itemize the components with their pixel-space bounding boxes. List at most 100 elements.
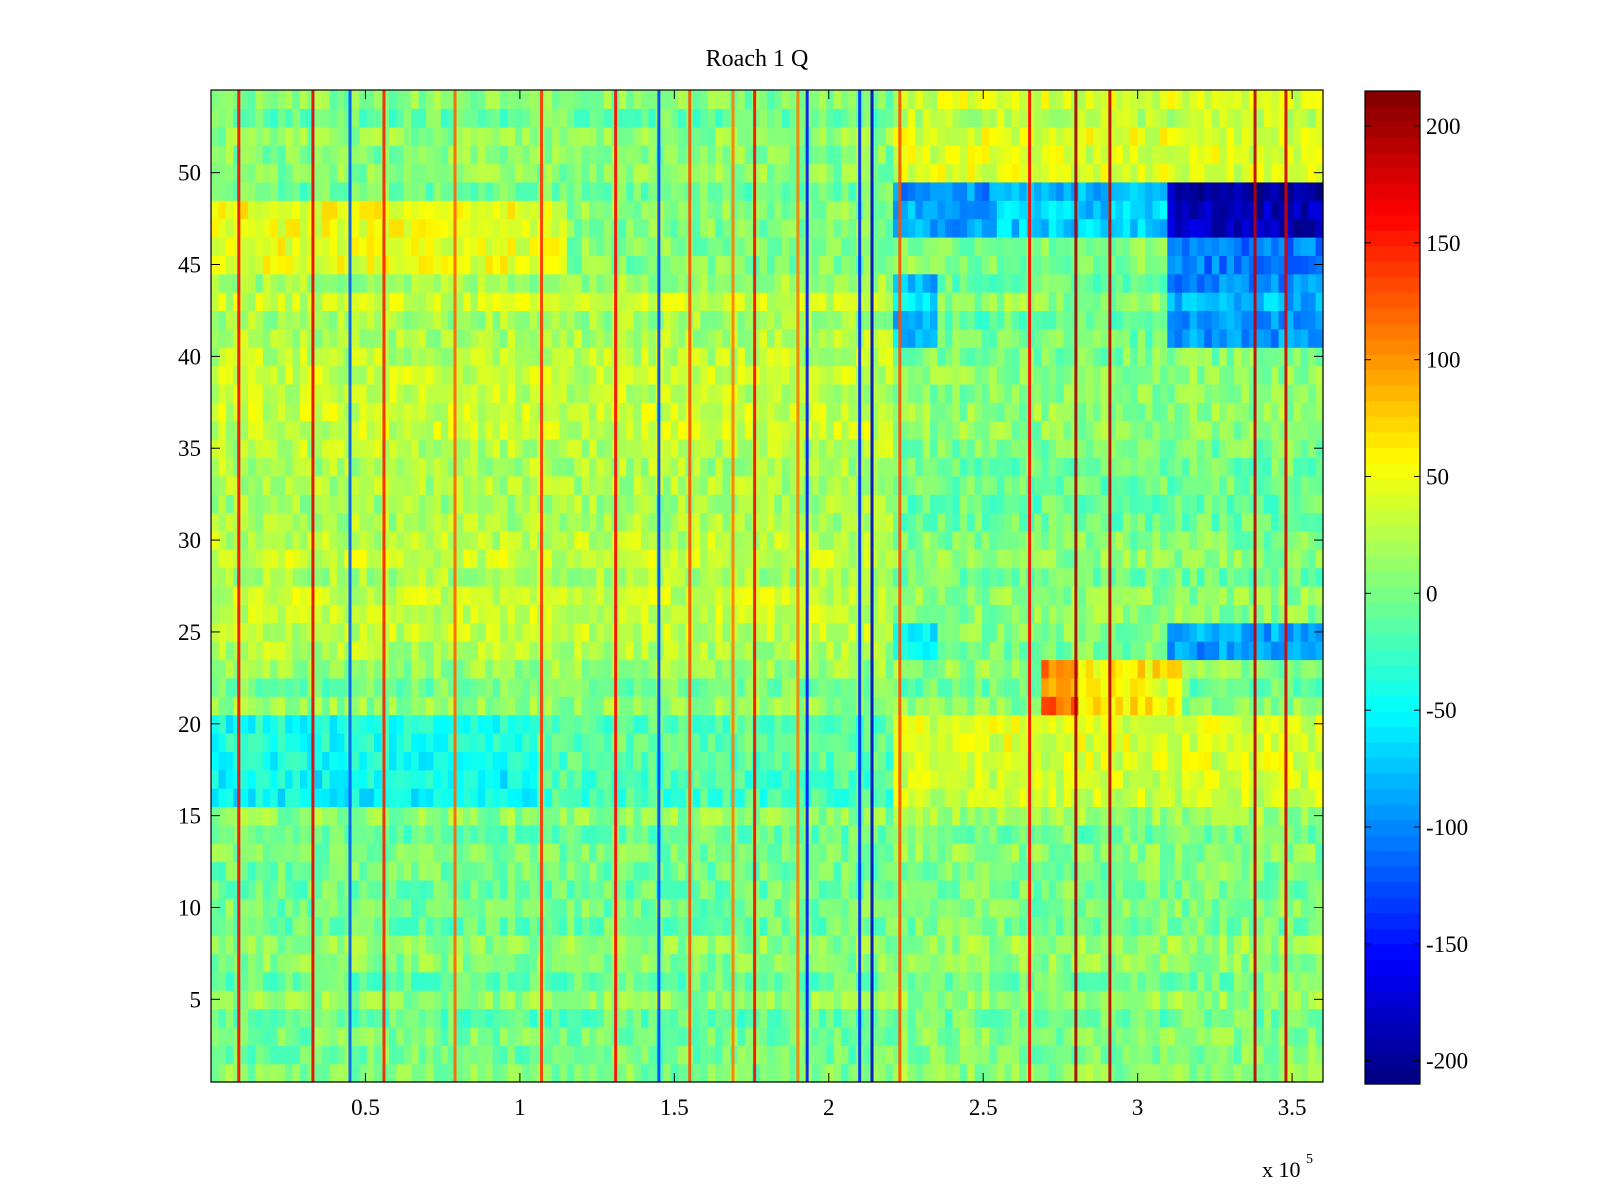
heatmap-cell bbox=[574, 677, 583, 697]
heatmap-cell bbox=[492, 622, 501, 642]
heatmap-cell bbox=[418, 1026, 427, 1046]
heatmap-cell bbox=[789, 1026, 798, 1046]
heatmap-cell bbox=[893, 788, 902, 808]
heatmap-cell bbox=[418, 549, 427, 569]
heatmap-cell bbox=[403, 567, 412, 587]
heatmap-cell bbox=[1285, 861, 1294, 881]
heatmap-cell bbox=[470, 935, 479, 955]
heatmap-cell bbox=[514, 641, 523, 661]
heatmap-cell bbox=[1078, 916, 1087, 936]
heatmap-cell bbox=[930, 604, 939, 624]
heatmap-cell bbox=[841, 824, 850, 844]
heatmap-cell bbox=[448, 843, 457, 863]
heatmap-cell bbox=[1226, 714, 1235, 734]
heatmap-cell bbox=[329, 622, 338, 642]
heatmap-cell bbox=[1004, 861, 1013, 881]
heatmap-cell bbox=[396, 1008, 405, 1028]
heatmap-cell bbox=[1122, 953, 1131, 973]
heatmap-cell bbox=[959, 475, 968, 495]
heatmap-cell bbox=[952, 953, 961, 973]
heatmap-cell bbox=[240, 641, 249, 661]
heatmap-cell bbox=[1011, 512, 1020, 532]
heatmap-cell bbox=[737, 898, 746, 918]
heatmap-cell bbox=[1078, 732, 1087, 752]
heatmap-cell bbox=[922, 494, 931, 514]
heatmap-cell bbox=[1278, 586, 1287, 605]
heatmap-cell bbox=[833, 475, 842, 495]
heatmap-cell bbox=[500, 530, 509, 550]
heatmap-cell bbox=[885, 843, 894, 863]
heatmap-cell bbox=[885, 1045, 894, 1065]
heatmap-cell bbox=[344, 567, 353, 587]
heatmap-cell bbox=[351, 788, 360, 808]
heatmap-cell bbox=[270, 861, 279, 881]
heatmap-cell bbox=[307, 1008, 316, 1028]
heatmap-cell bbox=[403, 769, 412, 789]
heatmap-cell bbox=[574, 898, 583, 918]
heatmap-cell bbox=[314, 475, 323, 495]
heatmap-cell bbox=[552, 769, 561, 789]
heatmap-cell bbox=[744, 641, 753, 661]
heatmap-cell bbox=[255, 622, 264, 642]
heatmap-cell bbox=[514, 714, 523, 734]
heatmap-cell bbox=[470, 843, 479, 863]
heatmap-cell bbox=[329, 843, 338, 863]
heatmap-cell bbox=[826, 916, 835, 936]
heatmap-cell bbox=[374, 1063, 383, 1083]
heatmap-cell bbox=[233, 567, 242, 587]
heatmap-cell bbox=[700, 843, 709, 863]
heatmap-cell bbox=[1234, 549, 1243, 569]
heatmap-cell bbox=[981, 935, 990, 955]
heatmap-cell bbox=[759, 1026, 768, 1046]
heatmap-cell bbox=[411, 604, 420, 624]
heatmap-cell bbox=[292, 769, 301, 789]
heatmap-cell bbox=[411, 641, 420, 661]
heatmap-cell bbox=[781, 898, 790, 918]
heatmap-cell bbox=[1033, 1045, 1042, 1065]
heatmap-cell bbox=[307, 641, 316, 661]
heatmap-cell bbox=[692, 732, 701, 752]
heatmap-cell bbox=[774, 586, 783, 605]
heatmap-cell bbox=[1308, 714, 1317, 734]
heatmap-cell bbox=[596, 769, 605, 789]
heatmap-cell bbox=[500, 971, 509, 991]
heatmap-cell bbox=[678, 843, 687, 863]
heatmap-cell bbox=[552, 659, 561, 679]
heatmap-cell bbox=[248, 879, 257, 899]
heatmap-cell bbox=[270, 824, 279, 844]
heatmap-cell bbox=[1093, 971, 1102, 991]
heatmap-cell bbox=[544, 788, 553, 808]
heatmap-cell bbox=[744, 475, 753, 495]
heatmap-cell bbox=[826, 677, 835, 697]
heatmap-cell bbox=[1308, 494, 1317, 514]
heatmap-cell bbox=[744, 879, 753, 899]
heatmap-cell bbox=[722, 1045, 731, 1065]
heatmap-cell bbox=[974, 475, 983, 495]
heatmap-cell bbox=[351, 457, 360, 477]
heatmap-cell bbox=[255, 604, 264, 624]
heatmap-cell bbox=[930, 696, 939, 716]
heatmap-cell bbox=[1041, 769, 1050, 789]
heatmap-cell bbox=[826, 935, 835, 955]
heatmap-cell bbox=[937, 677, 946, 697]
heatmap-cell bbox=[618, 659, 627, 679]
heatmap-cell bbox=[477, 971, 486, 991]
heatmap-cell bbox=[1041, 861, 1050, 881]
heatmap-cell bbox=[500, 475, 509, 495]
heatmap-cell bbox=[1211, 1008, 1220, 1028]
heatmap-cell bbox=[559, 935, 568, 955]
heatmap-cell bbox=[1219, 935, 1228, 955]
heatmap-cell bbox=[344, 659, 353, 679]
heatmap-cell bbox=[448, 696, 457, 716]
heatmap-cell bbox=[1241, 806, 1250, 826]
heatmap-cell bbox=[1130, 659, 1139, 679]
heatmap-cell bbox=[944, 530, 953, 550]
heatmap-cell bbox=[737, 1026, 746, 1046]
heatmap-cell bbox=[744, 769, 753, 789]
heatmap-cell bbox=[1189, 971, 1198, 991]
heatmap-cell bbox=[959, 935, 968, 955]
heatmap-cell bbox=[1078, 898, 1087, 918]
heatmap-cell bbox=[433, 990, 442, 1010]
heatmap-cell bbox=[1271, 714, 1280, 734]
heatmap-cell bbox=[603, 916, 612, 936]
